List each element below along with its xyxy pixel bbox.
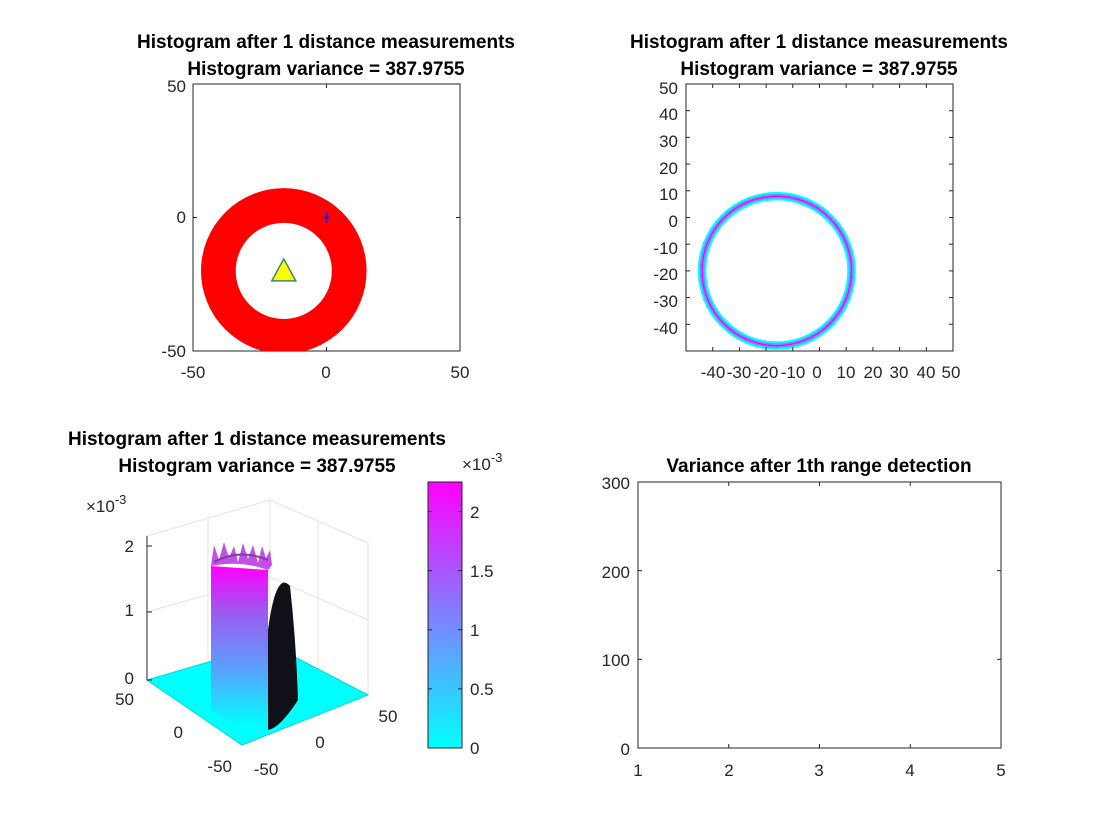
xtick-tr-0: -40 xyxy=(701,363,726,382)
xtick-tr-5: 10 xyxy=(837,363,856,382)
xtick-tl-2: 50 xyxy=(451,363,470,382)
xtick-tr-3: -10 xyxy=(781,363,806,382)
contour-outer-2 xyxy=(699,193,854,348)
title-bottom-right: Variance after 1th range detection xyxy=(666,456,971,477)
title-bottom-left: Histogram after 1 distance measurements xyxy=(68,429,446,450)
xtick-br-3: 4 xyxy=(905,761,914,780)
cylinder-inner-rim xyxy=(213,553,269,563)
contour-outer-1 xyxy=(697,191,856,350)
xtick-tl-1: 0 xyxy=(321,363,330,382)
cylinder-body xyxy=(211,566,268,726)
xtick-tr-8: 40 xyxy=(917,363,936,382)
surface-cylinder xyxy=(211,542,298,730)
subtitle-top-right: Histogram variance = 387.9755 xyxy=(680,59,958,80)
ztick-bl-0: 2 xyxy=(125,537,134,556)
ytick-br-1: 200 xyxy=(602,563,630,582)
xtick-bl-2: 50 xyxy=(379,707,398,726)
xtick-br-1: 2 xyxy=(724,761,733,780)
xtick-tl-0: -50 xyxy=(181,363,206,382)
cbtick-4: 0 xyxy=(470,739,479,758)
ytick-br-0: 300 xyxy=(602,474,630,493)
axes-bottom-right xyxy=(637,481,1002,749)
ring-top-left xyxy=(201,188,367,351)
ytick-tr-3: 20 xyxy=(659,159,678,178)
ytick-tl-2: -50 xyxy=(161,342,186,361)
title-top-right: Histogram after 1 distance measurements xyxy=(630,32,1008,53)
ytick-tl-1: 0 xyxy=(177,208,186,227)
origin-plus-marker xyxy=(321,212,332,223)
colorbar xyxy=(427,481,463,749)
contour-peak xyxy=(701,195,853,347)
ztick-bl-1: 1 xyxy=(125,601,134,620)
ztick-bl-2: 0 xyxy=(125,669,134,688)
subtitle-top-left: Histogram variance = 387.9755 xyxy=(187,59,465,80)
yticks-top-right: 50 40 30 20 10 0 -10 -20 -30 -40 xyxy=(653,79,678,338)
subplot-bottom-right: Variance after 1th range detection 1 2 3… xyxy=(602,456,1006,780)
cbtick-1: 1.5 xyxy=(470,562,494,581)
cbtick-3: 0.5 xyxy=(470,680,494,699)
xtick-tr-1: -30 xyxy=(727,363,752,382)
subplot-top-right: Histogram after 1 distance measurements … xyxy=(630,32,1008,382)
ytick-tr-5: 0 xyxy=(669,212,678,231)
subplot-top-left: Histogram after 1 distance measurements … xyxy=(137,32,515,382)
xtick-tr-9: 50 xyxy=(942,363,961,382)
xtick-br-4: 5 xyxy=(996,761,1005,780)
xticks-top-right: -40 -30 -20 -10 0 10 20 30 40 50 xyxy=(701,363,961,382)
ticks-top-right xyxy=(686,83,954,351)
xtick-br-0: 1 xyxy=(633,761,642,780)
ytick-bl-0: 50 xyxy=(115,690,134,709)
cbtick-0: 2 xyxy=(470,503,479,522)
ticks-top-left xyxy=(192,83,461,352)
xtick-bl-0: -50 xyxy=(254,760,279,779)
ytick-tl-0: 50 xyxy=(167,77,186,96)
ytick-bl-2: -50 xyxy=(207,757,232,776)
contour-rings xyxy=(697,191,856,350)
contour-inner-2 xyxy=(702,196,851,345)
ytick-tr-6: -10 xyxy=(653,239,678,258)
ytick-tr-7: -20 xyxy=(653,265,678,284)
ytick-tr-2: 30 xyxy=(659,132,678,151)
subtitle-bottom-left: Histogram variance = 387.9755 xyxy=(118,456,396,477)
xtick-bl-1: 0 xyxy=(315,733,324,752)
colorbar-exponent: ×10-3 xyxy=(462,450,502,474)
target-triangle-marker xyxy=(270,257,298,282)
zaxis-exponent: ×10-3 xyxy=(86,492,126,516)
ticks-bottom-right xyxy=(637,481,1002,749)
ytick-tr-0: 50 xyxy=(659,79,678,98)
xtick-br-2: 3 xyxy=(814,761,823,780)
title-top-left: Histogram after 1 distance measurements xyxy=(137,32,515,53)
ytick-br-3: 0 xyxy=(621,740,630,759)
xtick-tr-6: 20 xyxy=(864,363,883,382)
ytick-tr-9: -40 xyxy=(653,319,678,338)
subplot-bottom-left: Histogram after 1 distance measurements … xyxy=(68,429,502,779)
cylinder-shadow-band xyxy=(268,582,298,730)
xtick-tr-7: 30 xyxy=(890,363,909,382)
ytick-br-2: 100 xyxy=(602,651,630,670)
colorbar-ticks xyxy=(428,511,462,749)
contour-inner-1 xyxy=(703,197,850,344)
ytick-tr-4: 10 xyxy=(659,185,678,204)
cbtick-2: 1 xyxy=(470,621,479,640)
ytick-tr-8: -30 xyxy=(653,292,678,311)
ytick-tr-1: 40 xyxy=(659,105,678,124)
xtick-tr-2: -20 xyxy=(754,363,779,382)
xtick-tr-4: 0 xyxy=(812,363,821,382)
cylinder-crest xyxy=(211,542,272,570)
ytick-bl-1: 0 xyxy=(174,723,183,742)
probability-ring xyxy=(201,188,367,351)
